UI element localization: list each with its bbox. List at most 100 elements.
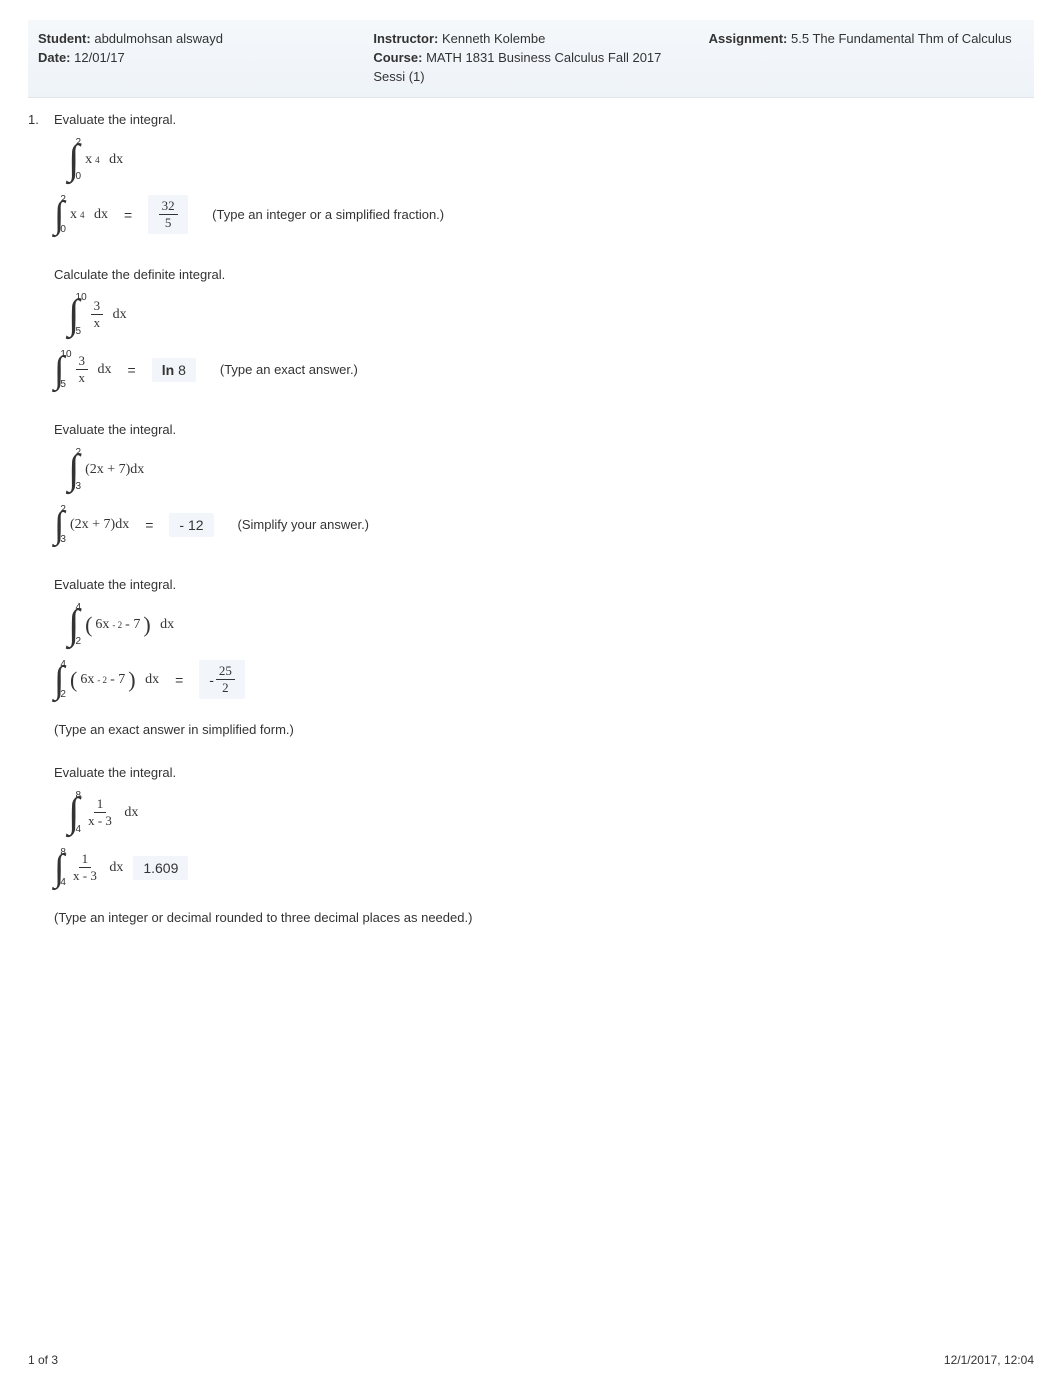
- p3-answer: - 12: [179, 517, 203, 533]
- assignment-label: Assignment:: [709, 31, 788, 46]
- footer-left: 1 of 3: [28, 1353, 58, 1367]
- problem-5: Evaluate the integral. ∫ 8 4 1 x - 3 dx: [28, 765, 1034, 925]
- problem-2-display: ∫ 10 5 3 x dx: [68, 294, 1034, 336]
- bottom-spacer: [28, 953, 1034, 989]
- p2-frac-num: 3: [91, 299, 104, 315]
- problem-1: 1. Evaluate the integral. ∫ 2 0 x4 dx ∫ …: [28, 112, 1034, 239]
- p2-frac-den: x: [91, 315, 104, 330]
- p1-integrand: x4 dx: [85, 152, 123, 168]
- p1-dx: dx: [109, 152, 123, 168]
- problem-3-answer-line: ∫ 2 3 (2x + 7)dx = - 12 (Simplify your a…: [54, 501, 1034, 549]
- p1-eq: =: [124, 207, 132, 223]
- footer-right: 12/1/2017, 12:04: [944, 1353, 1034, 1367]
- date-label: Date:: [38, 50, 71, 65]
- p2-frac: 3 x: [91, 299, 104, 331]
- p1-answer-frac: 32 5: [159, 199, 178, 231]
- header-assignment-col: Assignment: 5.5 The Fundamental Thm of C…: [699, 28, 1034, 89]
- instructor-label: Instructor:: [373, 31, 438, 46]
- p1-answer-box[interactable]: 32 5: [148, 195, 188, 235]
- problem-2-integral: ∫ 10 5 3 x dx: [68, 294, 127, 336]
- problem-1-number: 1.: [28, 112, 39, 127]
- p1-base: x: [85, 152, 92, 168]
- p2-inline-num: 3: [76, 354, 89, 370]
- problem-2-integral-inline: ∫ 10 5 3 x dx: [54, 351, 112, 389]
- p2-ln: ln: [162, 362, 174, 378]
- p3-eq: =: [145, 517, 153, 533]
- p5-dx: dx: [124, 805, 138, 821]
- course-label: Course:: [373, 50, 422, 65]
- p1-inline-integrand: x4 dx: [70, 207, 108, 223]
- p2-bounds: 10 5: [76, 295, 87, 335]
- p4-inline-integrand: ( 6x- 2 - 7 ) dx: [70, 669, 159, 691]
- p4-answer-box[interactable]: - 25 2: [199, 660, 245, 700]
- p4-bounds: 4 2: [76, 605, 82, 645]
- p4-answer-frac: 25 2: [216, 664, 235, 696]
- p5-bounds: 8 4: [76, 793, 82, 833]
- problem-2: Calculate the definite integral. ∫ 10 5 …: [28, 267, 1034, 394]
- p4-dx: dx: [160, 617, 174, 633]
- p4-answer-den: 2: [219, 680, 232, 695]
- p2-inline-lower: 5: [60, 380, 71, 390]
- header-student-col: Student: abdulmohsan alswayd Date: 12/01…: [28, 28, 363, 89]
- date-value: 12/01/17: [74, 50, 125, 65]
- p4-inline-bounds: 4 2: [60, 662, 66, 698]
- left-paren-icon: (: [70, 669, 77, 691]
- p3-answer-box[interactable]: - 12: [169, 513, 213, 537]
- p2-upper: 10: [76, 293, 87, 303]
- p3-lower: 3: [76, 482, 82, 492]
- problem-4-integral-inline: ∫ 4 2 ( 6x- 2 - 7 ) dx: [54, 661, 159, 699]
- p3-inline-integrand: (2x + 7)dx: [70, 517, 129, 533]
- p5-note: (Type an integer or decimal rounded to t…: [54, 910, 1034, 925]
- problem-3-integral-inline: ∫ 2 3 (2x + 7)dx: [54, 506, 129, 544]
- p2-answer-box[interactable]: ln 8: [152, 358, 196, 382]
- p2-dx: dx: [113, 307, 127, 323]
- p5-frac: 1 x - 3: [85, 797, 115, 829]
- problem-4: Evaluate the integral. ∫ 4 2 ( 6x- 2 - 7…: [28, 577, 1034, 737]
- problem-3-display: ∫ 2 3 (2x + 7)dx: [68, 449, 1034, 491]
- p4-inline-upper: 4: [60, 660, 66, 670]
- p2-eq: =: [128, 362, 136, 378]
- problem-3-stem: Evaluate the integral.: [54, 422, 1034, 437]
- p2-lower: 5: [76, 327, 87, 337]
- p4-coef: 6x: [95, 617, 109, 633]
- p2-inline-dx: dx: [98, 362, 112, 378]
- p1-inline-bounds: 2 0: [60, 197, 66, 233]
- problem-1-display: ∫ 2 0 x4 dx: [68, 139, 1034, 181]
- problem-3-integral: ∫ 2 3 (2x + 7)dx: [68, 449, 144, 491]
- problem-3: Evaluate the integral. ∫ 2 3 (2x + 7)dx …: [28, 422, 1034, 549]
- p1-inline-dx: dx: [94, 207, 108, 223]
- problem-4-answer-line: ∫ 4 2 ( 6x- 2 - 7 ) dx = - 25 2: [54, 656, 1034, 704]
- p5-inline-upper: 8: [60, 848, 66, 858]
- p4-upper: 4: [76, 603, 82, 613]
- problem-5-integral-inline: ∫ 8 4 1 x - 3 dx: [54, 849, 123, 887]
- p4-inline-dx: dx: [145, 672, 159, 688]
- p1-inline-base: x: [70, 207, 77, 223]
- p3-inline-lower: 3: [60, 535, 66, 545]
- p4-inline-coef: 6x: [80, 672, 94, 688]
- p3-inline-upper: 2: [60, 505, 66, 515]
- p4-eq: =: [175, 672, 183, 688]
- p5-answer-box[interactable]: 1.609: [133, 856, 188, 880]
- p5-inline-integrand: 1 x - 3 dx: [70, 852, 123, 884]
- p5-upper: 8: [76, 791, 82, 801]
- page-footer: 1 of 3 12/1/2017, 12:04: [0, 1343, 1062, 1377]
- problem-4-stem: Evaluate the integral.: [54, 577, 1034, 592]
- p5-inline-bounds: 8 4: [60, 850, 66, 886]
- p2-inline-den: x: [76, 370, 89, 385]
- header-bar: Student: abdulmohsan alswayd Date: 12/01…: [28, 20, 1034, 98]
- p1-inline-upper: 2: [60, 195, 66, 205]
- p3-inline-bounds: 2 3: [60, 507, 66, 543]
- problem-5-stem: Evaluate the integral.: [54, 765, 1034, 780]
- problem-2-stem: Calculate the definite integral.: [54, 267, 1034, 282]
- right-paren-icon: ): [143, 614, 150, 636]
- problem-4-integral: ∫ 4 2 ( 6x- 2 - 7 ) dx: [68, 604, 174, 646]
- p5-inline-num: 1: [79, 852, 92, 868]
- p5-inline-frac: 1 x - 3: [70, 852, 100, 884]
- p4-minus7: - 7: [125, 617, 140, 633]
- problem-4-display: ∫ 4 2 ( 6x- 2 - 7 ) dx: [68, 604, 1034, 646]
- student-value: abdulmohsan alswayd: [94, 31, 223, 46]
- problem-1-stem: Evaluate the integral.: [54, 112, 1034, 127]
- p5-lower: 4: [76, 825, 82, 835]
- p5-inline-lower: 4: [60, 878, 66, 888]
- p4-integrand: ( 6x- 2 - 7 ) dx: [85, 614, 174, 636]
